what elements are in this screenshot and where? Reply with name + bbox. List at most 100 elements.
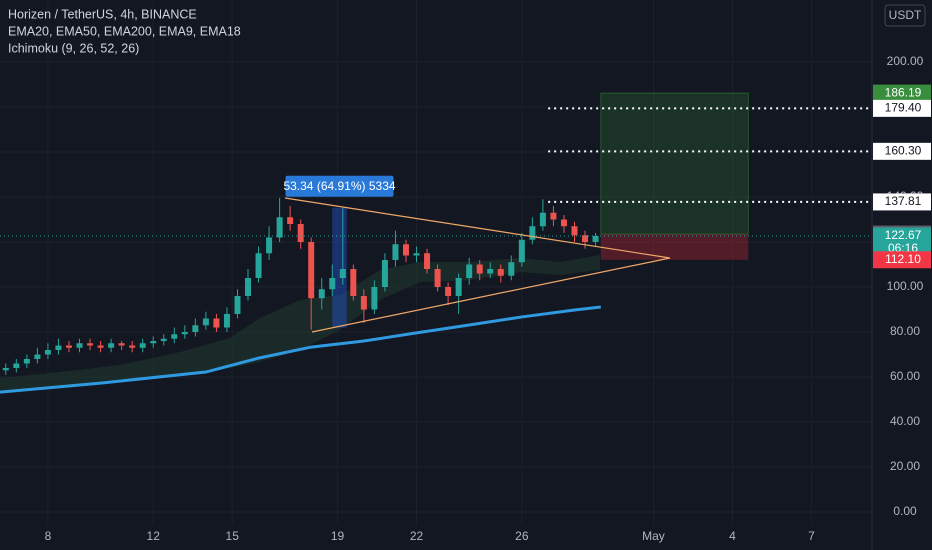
measure-label: 53.34 (64.91%) 5334 bbox=[283, 179, 395, 193]
price-marker bbox=[873, 99, 931, 117]
candle-body bbox=[108, 343, 115, 348]
candle-body bbox=[129, 345, 136, 348]
candle-body bbox=[571, 226, 578, 236]
x-tick-label: 26 bbox=[515, 529, 529, 543]
x-tick-label: 15 bbox=[226, 529, 240, 543]
candle-body bbox=[181, 332, 188, 335]
candle-body bbox=[487, 269, 494, 274]
price-marker bbox=[873, 142, 931, 160]
price-marker-label: 179.40 bbox=[885, 101, 922, 115]
candle-body bbox=[539, 212, 546, 227]
price-marker-label: 160.30 bbox=[885, 144, 922, 158]
currency-label[interactable]: USDT bbox=[889, 8, 922, 22]
candle-body bbox=[392, 244, 399, 261]
triangle-lower bbox=[311, 257, 671, 333]
y-tick-label: 20.00 bbox=[890, 459, 920, 473]
candle-body bbox=[287, 217, 294, 225]
candle-body bbox=[476, 264, 483, 274]
price-marker bbox=[873, 251, 931, 269]
candle-body bbox=[508, 262, 515, 276]
candle-body bbox=[55, 345, 62, 350]
candle-body bbox=[87, 343, 94, 346]
candle-body bbox=[266, 237, 273, 254]
candle-body bbox=[23, 358, 30, 364]
candle-body bbox=[202, 318, 209, 326]
candle-body bbox=[381, 260, 388, 288]
candle-body bbox=[497, 269, 504, 276]
price-marker bbox=[873, 193, 931, 211]
candle-body bbox=[529, 226, 536, 240]
price-marker-label: 137.81 bbox=[885, 194, 922, 208]
y-tick-label: 40.00 bbox=[890, 414, 920, 428]
candle-body bbox=[445, 287, 452, 297]
price-marker-label: 122.67 bbox=[885, 228, 922, 242]
candle-body bbox=[223, 314, 230, 328]
candle-body bbox=[34, 354, 41, 359]
candle-body bbox=[2, 367, 9, 371]
candle-body bbox=[65, 345, 72, 348]
candle-body bbox=[518, 239, 525, 263]
candle-body bbox=[255, 253, 262, 279]
plot: 53.34 (64.91%) 5334 bbox=[0, 92, 872, 394]
price-marker bbox=[873, 84, 931, 102]
measure-label-box bbox=[285, 175, 394, 197]
candle-body bbox=[360, 296, 367, 310]
indicator-label: EMA20, EMA50, EMA200, EMA9, EMA18 bbox=[8, 24, 241, 38]
candle-body bbox=[329, 278, 336, 290]
candle-body bbox=[118, 343, 125, 346]
x-tick-label: 4 bbox=[729, 529, 736, 543]
x-tick-label: 8 bbox=[45, 529, 52, 543]
candle-body bbox=[434, 269, 441, 288]
candle-body bbox=[150, 341, 157, 344]
candle-body bbox=[234, 296, 241, 315]
chart-title: Horizen / TetherUS, 4h, BINANCE bbox=[8, 7, 197, 21]
y-tick-label: 100.00 bbox=[887, 279, 924, 293]
ema200-line bbox=[0, 305, 601, 394]
candle-body bbox=[424, 253, 431, 270]
candle-body bbox=[139, 343, 146, 348]
x-tick-label: May bbox=[642, 529, 665, 543]
y-tick-label: 200.00 bbox=[887, 54, 924, 68]
candle-body bbox=[371, 287, 378, 310]
price-marker-label: 186.19 bbox=[885, 85, 922, 99]
candle-body bbox=[350, 269, 357, 297]
grid bbox=[0, 0, 872, 525]
candle-body bbox=[466, 264, 473, 279]
candle-body bbox=[213, 318, 220, 328]
candle-body bbox=[171, 334, 178, 339]
candle-body bbox=[413, 253, 420, 256]
candle-body bbox=[455, 278, 462, 297]
y-tick-label: 80.00 bbox=[890, 324, 920, 338]
candle-body bbox=[245, 278, 252, 297]
candle-body bbox=[592, 235, 599, 243]
indicator-label: Ichimoku (9, 26, 52, 26) bbox=[8, 41, 139, 55]
candle-body bbox=[192, 325, 199, 333]
x-tick-label: 22 bbox=[410, 529, 424, 543]
y-tick-label: 0.00 bbox=[893, 504, 917, 518]
candle-body bbox=[97, 345, 104, 348]
candle-body bbox=[550, 212, 557, 220]
triangle-upper bbox=[284, 197, 671, 259]
x-tick-label: 19 bbox=[331, 529, 345, 543]
currency-button[interactable] bbox=[884, 4, 926, 27]
candle-body bbox=[276, 217, 283, 238]
candle-body bbox=[582, 235, 589, 243]
candle-body bbox=[160, 338, 167, 342]
candle-body bbox=[76, 343, 83, 348]
candle-body bbox=[297, 224, 304, 243]
position-profit bbox=[600, 92, 749, 235]
y-tick-label: 60.00 bbox=[890, 369, 920, 383]
price-marker-label: 112.10 bbox=[885, 252, 921, 266]
candle-body bbox=[13, 363, 20, 368]
candle-body bbox=[339, 269, 346, 279]
candle-body bbox=[560, 219, 567, 227]
candle-body bbox=[308, 242, 315, 299]
candle-body bbox=[402, 244, 409, 256]
position-loss bbox=[600, 234, 749, 260]
candle-body bbox=[44, 350, 51, 355]
measure-band bbox=[332, 207, 347, 328]
x-tick-label: 12 bbox=[147, 529, 161, 543]
x-tick-label: 7 bbox=[808, 529, 815, 543]
